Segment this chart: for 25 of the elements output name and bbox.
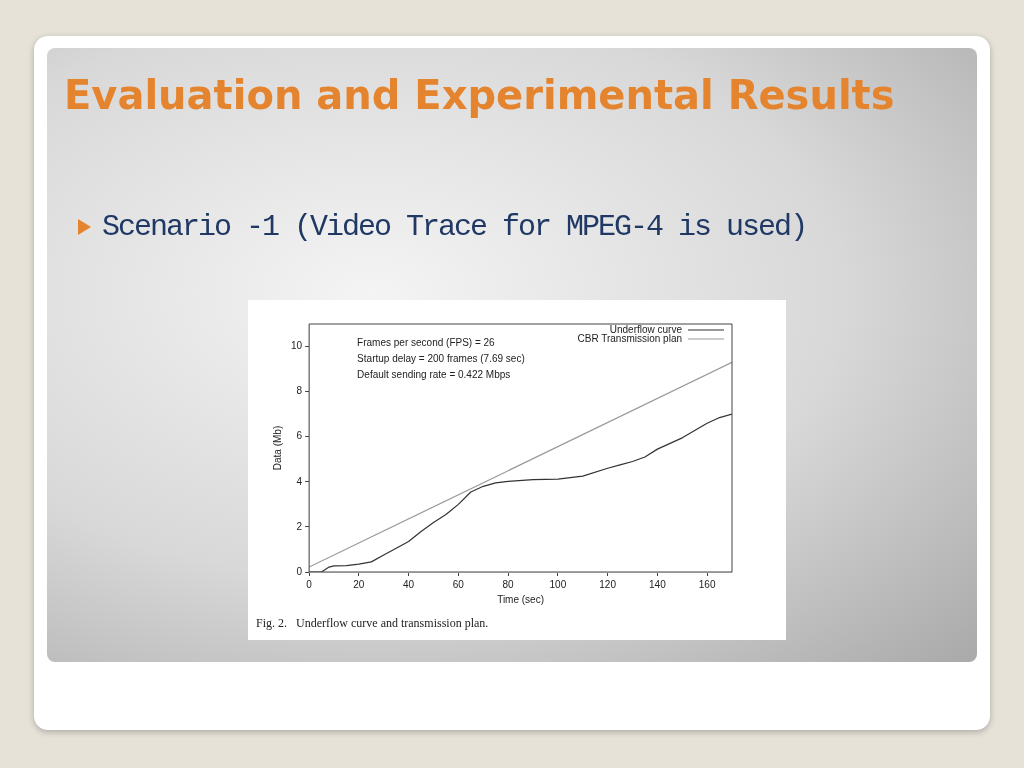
y-tick-label: 10	[291, 340, 303, 352]
x-tick-label: 80	[502, 578, 515, 590]
y-tick-label: 2	[296, 520, 303, 532]
x-tick-label: 20	[353, 578, 365, 590]
annotation: Startup delay = 200 frames (7.69 sec)	[357, 352, 525, 364]
x-tick-label: 40	[403, 578, 415, 590]
y-axis-title: Data (Mb)	[271, 425, 283, 471]
x-tick-label: 60	[452, 578, 465, 590]
x-tick-label: 100	[549, 578, 567, 590]
y-tick-label: 8	[296, 385, 303, 397]
legend-label: Underflow curve	[609, 323, 683, 335]
x-tick-label: 160	[698, 578, 716, 590]
chart-subtitle: Scenario -1 (Video Trace for MPEG-4 is used)	[102, 209, 808, 246]
x-axis-title: Time (sec)	[497, 593, 544, 605]
legend-label: CBR Transmission plan	[577, 332, 682, 344]
y-tick-label: 4	[296, 475, 303, 487]
annotation: Default sending rate = 0.422 Mbps	[357, 368, 511, 380]
x-tick-label: 120	[599, 578, 617, 590]
chart-title: Evaluation and Experimental Results	[64, 71, 896, 120]
y-tick-label: 0	[296, 565, 303, 577]
annotation: Frames per second (FPS) = 26	[357, 336, 496, 348]
y-tick-label: 6	[296, 430, 303, 442]
x-tick-label: 140	[649, 578, 667, 590]
caption: Fig. 2. Underflow curve and transmission plan.	[256, 616, 489, 631]
x-tick-label: 0	[306, 578, 313, 590]
